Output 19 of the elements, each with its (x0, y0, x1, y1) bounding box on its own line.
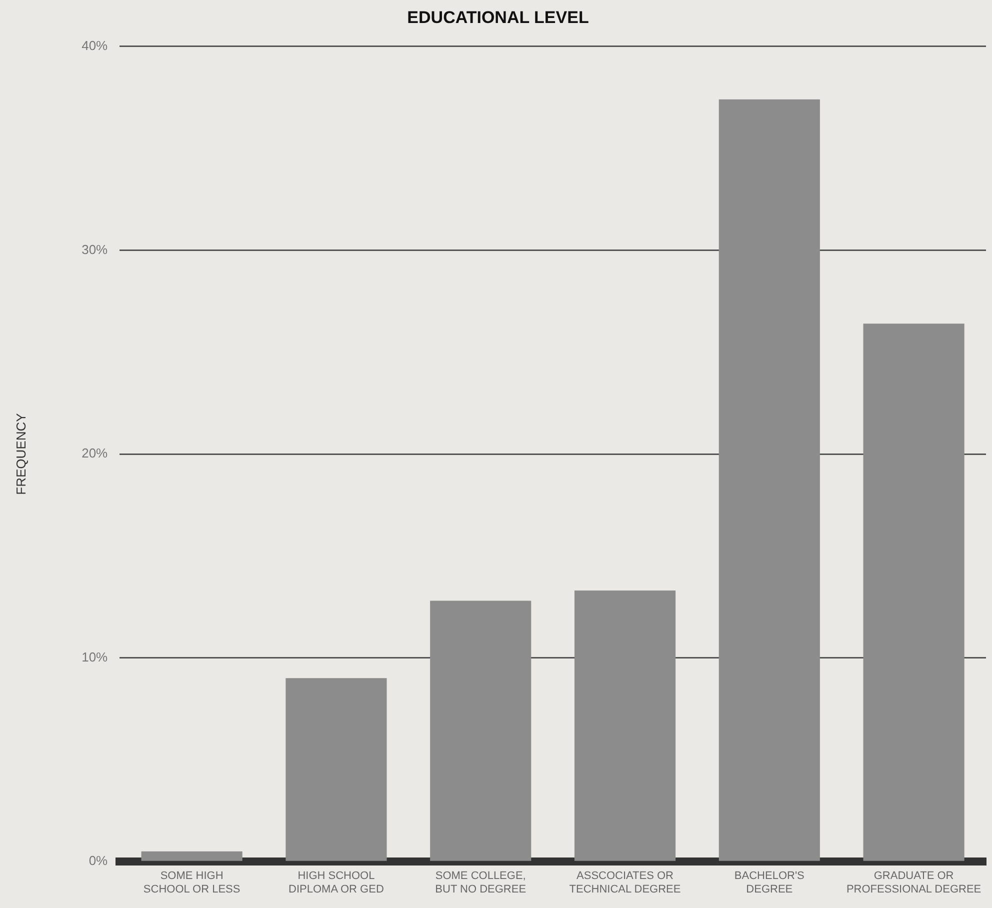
x-tick-label: HIGH SCHOOL DIPLOMA OR GED (288, 870, 384, 896)
x-tick-label: SOME HIGH SCHOOL OR LESS (143, 870, 240, 896)
chart-title: EDUCATIONAL LEVEL (407, 8, 589, 27)
y-tick-label: 30% (82, 242, 108, 257)
bar (574, 590, 676, 861)
x-tick-label: GRADUATE OR PROFESSIONAL DEGREE (846, 870, 982, 896)
y-tick-label: 20% (82, 446, 108, 461)
y-axis-title: FREQUENCY (13, 412, 28, 495)
bar (286, 678, 387, 861)
bar (718, 99, 820, 861)
x-tick-label: ASSCOCIATES OR TECHNICAL DEGREE (569, 870, 681, 896)
y-tick-label: 0% (88, 853, 108, 868)
bar (430, 600, 532, 861)
bar (863, 324, 964, 861)
y-tick-label: 40% (82, 38, 108, 53)
y-tick-label: 10% (82, 649, 108, 664)
x-tick-label: BACHELOR'S DEGREE (734, 870, 804, 896)
bar (141, 851, 242, 861)
x-tick-label: SOME COLLEGE, BUT NO DEGREE (435, 870, 526, 896)
